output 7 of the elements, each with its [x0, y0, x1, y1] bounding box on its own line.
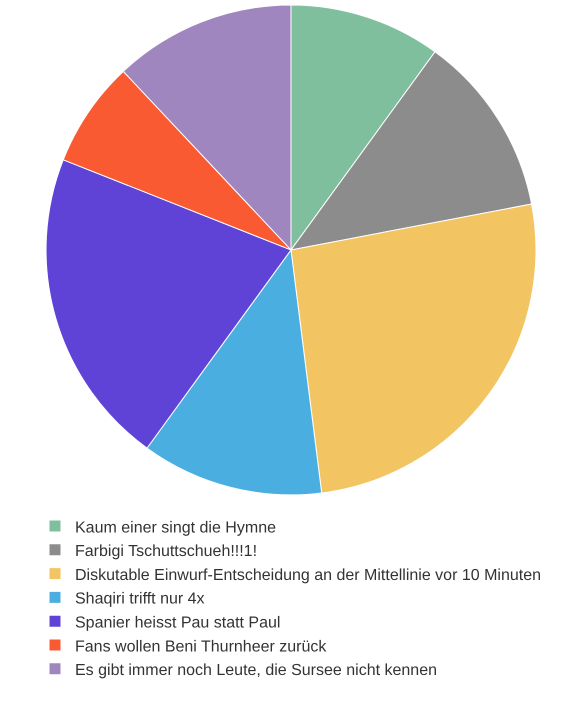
- legend-label: Farbigi Tschuttschueh!!!1!: [75, 543, 258, 560]
- legend-label: Fans wollen Beni Thurnheer zurück: [75, 638, 328, 656]
- legend-label: Shaqiri trifft nur 4x: [75, 590, 205, 608]
- legend-label: Diskutable Einwurf-Entscheidung an der Mittellinie vor 10 Minuten: [75, 566, 542, 584]
- legend-label: Spanier heisst Pau statt Paul: [75, 614, 280, 632]
- legend-label: Es gibt immer noch Leute, die Sursee nicht kennen: [75, 662, 437, 680]
- legend-label: Kaum einer singt die Hymne: [75, 519, 276, 536]
